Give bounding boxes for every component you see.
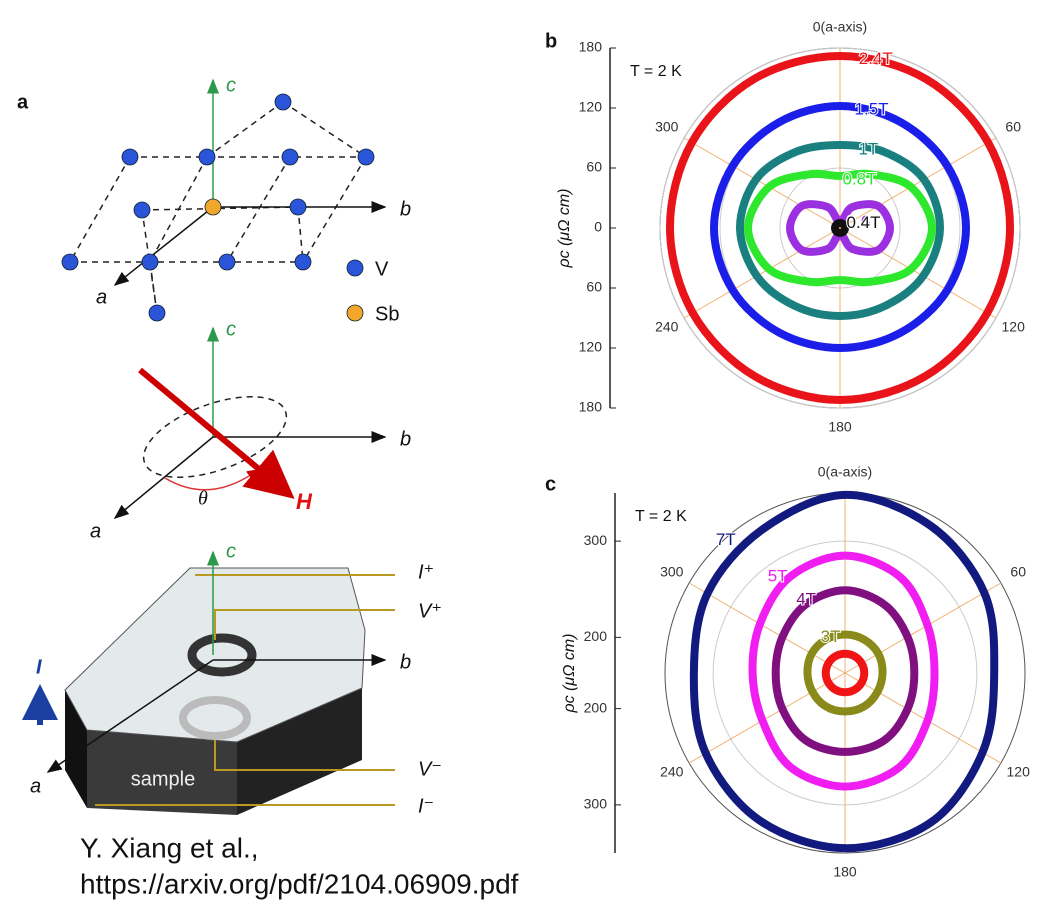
- legend-label: Sb: [375, 303, 399, 325]
- contact-label: I⁻: [418, 795, 434, 817]
- axis-label: a: [30, 775, 41, 797]
- theta-tick-label: 0(a-axis): [813, 19, 867, 35]
- axis-label: a: [90, 520, 101, 542]
- theta-tick-label: 60: [1005, 119, 1021, 135]
- r-tick-label: 200: [584, 699, 608, 715]
- series-label: 5T: [768, 566, 788, 585]
- contact-label: V⁻: [418, 758, 442, 780]
- r-tick-label: 60: [586, 159, 602, 175]
- r-tick-label: 180: [579, 399, 603, 415]
- chart-title: T = 2 K: [635, 508, 687, 525]
- series-label: 7T: [716, 530, 736, 549]
- panel-letter: c: [545, 473, 556, 495]
- r-tick-label: 200: [584, 628, 608, 644]
- theta-tick-label: 240: [655, 319, 679, 335]
- axis-label: b: [400, 651, 411, 673]
- theta-tick-label: 180: [833, 864, 857, 880]
- panel-letter: a: [17, 91, 29, 113]
- theta-grid-line: [684, 138, 840, 228]
- theta-grid-line: [684, 228, 840, 318]
- contact-label: V⁺: [418, 600, 442, 622]
- current-label: I: [36, 656, 42, 678]
- angle-label: θ: [198, 488, 208, 510]
- series-label: 0.8T: [842, 169, 876, 188]
- r-axis-label: ρc (μΩ cm): [561, 634, 578, 714]
- axis-label: b: [400, 428, 411, 450]
- axis-label: c: [226, 74, 236, 96]
- r-axis-label: ρc (μΩ cm): [556, 189, 573, 269]
- series-label: 0.4T: [847, 213, 881, 232]
- theta-tick-label: 240: [660, 764, 684, 780]
- a-axis: [115, 207, 213, 285]
- citation: https://arxiv.org/pdf/2104.06909.pdf: [80, 868, 519, 899]
- r-tick-label: 300: [584, 796, 608, 812]
- series-label: 3T: [821, 627, 841, 646]
- r-tick-label: 0: [594, 219, 602, 235]
- r-tick-label: 180: [579, 39, 603, 55]
- theta-tick-label: 120: [1002, 319, 1026, 335]
- theta-grid-line: [840, 228, 996, 318]
- r-tick-label: 60: [586, 279, 602, 295]
- field-label: H: [296, 489, 313, 514]
- chart-title: T = 2 K: [630, 63, 682, 80]
- r-tick-label: 120: [579, 339, 603, 355]
- contact-label: I⁺: [418, 561, 434, 583]
- theta-tick-label: 300: [655, 119, 679, 135]
- series-label: 1.5T: [855, 100, 889, 119]
- theta-tick-label: 120: [1007, 764, 1031, 780]
- sample-label: sample: [131, 768, 195, 790]
- series-label: 2.4T: [859, 49, 893, 68]
- series-curve: [694, 495, 994, 848]
- axis-label: a: [96, 286, 107, 308]
- field-arrow: [140, 370, 290, 495]
- figure: a c b a V Sb c b a θ H c b a I sample I⁺…: [0, 0, 1060, 907]
- theta-tick-label: 300: [660, 564, 684, 580]
- theta-tick-label: 0(a-axis): [818, 464, 872, 480]
- citation: Y. Xiang et al.,: [80, 832, 259, 863]
- theta-tick-label: 60: [1010, 564, 1026, 580]
- r-tick-label: 120: [579, 99, 603, 115]
- axis-label: c: [226, 540, 236, 562]
- series-label: 4T: [796, 589, 816, 608]
- r-tick-label: 300: [584, 532, 608, 548]
- axis-label: c: [226, 318, 236, 340]
- legend-label: V: [375, 258, 389, 280]
- axis-label: b: [400, 198, 411, 220]
- series-label: 1T: [858, 139, 878, 158]
- panel-letter: b: [545, 30, 557, 52]
- theta-tick-label: 180: [828, 419, 852, 435]
